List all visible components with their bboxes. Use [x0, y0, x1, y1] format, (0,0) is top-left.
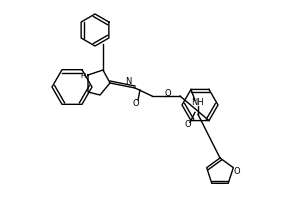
Text: N: N — [125, 76, 131, 86]
Text: O: O — [234, 168, 240, 176]
Text: O: O — [133, 98, 139, 108]
Text: H: H — [80, 73, 86, 79]
Text: O: O — [185, 120, 191, 129]
Text: NH: NH — [192, 98, 204, 107]
Text: O: O — [165, 88, 171, 98]
